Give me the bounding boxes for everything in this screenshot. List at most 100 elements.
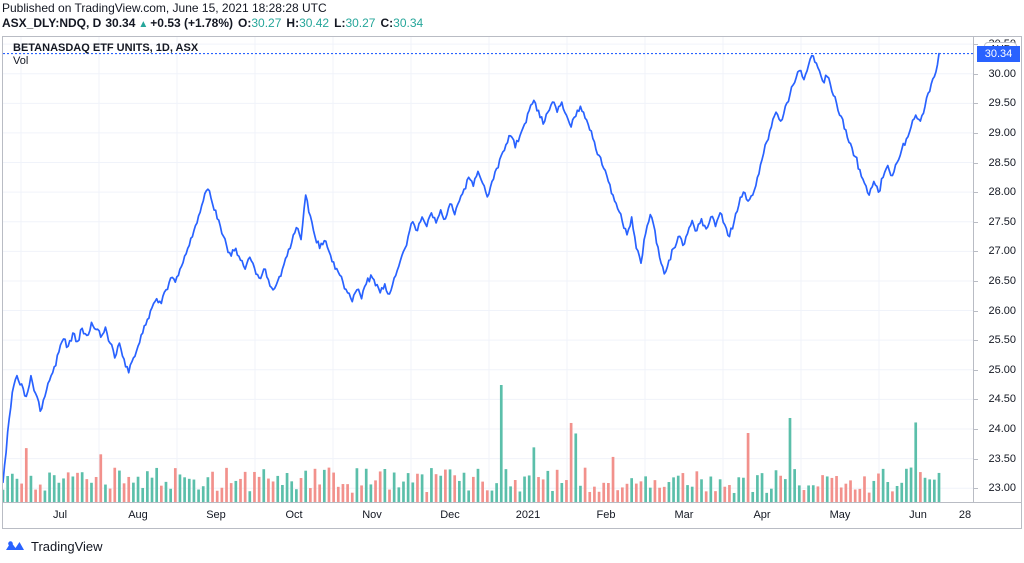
volume-bar bbox=[932, 479, 936, 502]
symbol-label: ASX_DLY:NDQ, D bbox=[2, 16, 102, 30]
volume-bar bbox=[537, 477, 540, 502]
volume-bar bbox=[43, 490, 47, 502]
volume-bar bbox=[15, 478, 19, 502]
volume-bar bbox=[648, 487, 652, 502]
price-axis-tick bbox=[974, 251, 978, 253]
volume-bar bbox=[267, 478, 270, 502]
price-axis-label: 24.00 bbox=[988, 422, 1016, 435]
volume-bar bbox=[704, 491, 708, 502]
open-key: O: bbox=[238, 16, 252, 30]
volume-bar bbox=[835, 476, 838, 502]
volume-bar bbox=[821, 475, 824, 502]
volume-bar bbox=[281, 484, 284, 502]
volume-bar bbox=[825, 476, 829, 502]
high-key: H: bbox=[286, 16, 300, 30]
volume-bar bbox=[360, 485, 363, 502]
volume-bar bbox=[858, 488, 862, 502]
volume-bar bbox=[718, 479, 722, 502]
volume-bar bbox=[416, 473, 419, 502]
volume-bar bbox=[779, 475, 783, 502]
volume-bar bbox=[285, 473, 289, 502]
volume-bar bbox=[453, 475, 457, 502]
price-axis-label: 27.00 bbox=[988, 245, 1016, 258]
volume-bar bbox=[928, 479, 932, 502]
volume-bar bbox=[774, 470, 778, 502]
price-axis-label: 29.50 bbox=[988, 97, 1016, 110]
volume-bar bbox=[588, 491, 592, 502]
volume-bar bbox=[374, 480, 377, 502]
quote-summary-line: ASX_DLY:NDQ, D 30.34 ▲ +0.53 (+1.78%) O:30.2… bbox=[0, 15, 1024, 32]
published-line: Published on TradingView.com, June 15, 2… bbox=[2, 1, 327, 15]
volume-bar bbox=[295, 489, 298, 502]
time-axis-label: Oct bbox=[285, 509, 303, 521]
price-line bbox=[3, 52, 940, 484]
volume-bar bbox=[756, 475, 759, 502]
volume-bar bbox=[192, 479, 196, 502]
time-axis-label: Jul bbox=[52, 509, 68, 521]
volume-bar bbox=[686, 485, 689, 502]
volume-bar bbox=[99, 454, 103, 502]
volume-bar bbox=[607, 482, 610, 502]
price-axis-tick bbox=[974, 103, 978, 105]
price-axis-tick bbox=[974, 44, 978, 46]
time-axis-label: 2021 bbox=[515, 509, 541, 521]
last-price-badge[interactable]: 30.34 bbox=[977, 45, 1020, 62]
volume-bar bbox=[555, 469, 559, 502]
volume-bar bbox=[527, 475, 531, 502]
chart-frame[interactable]: BETANASDAQ ETF UNITS, 1D, ASX Vol AUD D … bbox=[2, 36, 1022, 529]
volume-bar bbox=[807, 485, 810, 502]
close-key: C: bbox=[380, 16, 394, 30]
volume-bar bbox=[458, 480, 461, 502]
volume-bar bbox=[839, 487, 843, 502]
low-value: 30.27 bbox=[345, 16, 376, 30]
time-axis-label: Mar bbox=[674, 509, 694, 521]
volume-bar bbox=[20, 483, 23, 502]
volume-bar bbox=[867, 492, 871, 502]
volume-bar bbox=[150, 477, 154, 502]
volume-bar bbox=[802, 490, 806, 502]
volume-bar bbox=[346, 484, 349, 502]
volume-bar bbox=[402, 481, 405, 502]
change-arrow-icon: ▲ bbox=[138, 19, 149, 30]
volume-bar bbox=[914, 422, 918, 502]
price-axis-label: 23.00 bbox=[988, 482, 1016, 495]
close-value: 30.34 bbox=[393, 16, 424, 30]
price-axis[interactable]: 30.34 30.5030.0029.5029.0028.5028.0027.5… bbox=[973, 37, 1021, 502]
volume-bar bbox=[383, 469, 387, 502]
volume-bar bbox=[90, 482, 93, 502]
volume-bar bbox=[937, 472, 941, 502]
volume-bar bbox=[164, 481, 168, 502]
volume-bar bbox=[80, 472, 84, 502]
volume-bar bbox=[220, 487, 224, 502]
price-axis-tick bbox=[974, 280, 978, 282]
price-axis-tick bbox=[974, 369, 978, 371]
volume-bar bbox=[630, 478, 634, 502]
price-axis-tick bbox=[974, 340, 978, 342]
volume-bar bbox=[430, 468, 433, 502]
time-axis[interactable]: Jul Aug Sep Oct Nov Dec 2021 Feb Mar Apr May Jun 28 bbox=[3, 502, 1021, 528]
low-key: L: bbox=[334, 16, 346, 30]
volume-bar bbox=[201, 486, 205, 502]
volume-bar bbox=[900, 482, 904, 502]
volume-bar bbox=[667, 482, 671, 502]
volume-bar bbox=[243, 471, 247, 502]
time-axis-label: 28 bbox=[958, 509, 972, 521]
price-axis-label: 23.50 bbox=[988, 452, 1016, 465]
change-label: +0.53 (+1.78%) bbox=[150, 16, 234, 30]
volume-bar bbox=[369, 484, 373, 502]
volume-bar bbox=[863, 476, 866, 502]
volume-bar bbox=[299, 478, 303, 502]
volume-bar bbox=[122, 483, 126, 502]
volume-bar bbox=[113, 467, 117, 502]
volume-bar bbox=[364, 468, 368, 502]
volume-bar bbox=[853, 489, 857, 502]
volume-bar bbox=[644, 476, 647, 502]
volume-bar bbox=[448, 469, 452, 502]
volume-bar bbox=[551, 490, 554, 502]
plot-area[interactable]: D D bbox=[3, 37, 973, 502]
open-value: 30.27 bbox=[251, 16, 282, 30]
price-axis-tick bbox=[974, 73, 978, 75]
volume-bar bbox=[569, 422, 573, 502]
price-axis-label: 24.50 bbox=[988, 393, 1016, 406]
volume-bar bbox=[523, 476, 526, 502]
